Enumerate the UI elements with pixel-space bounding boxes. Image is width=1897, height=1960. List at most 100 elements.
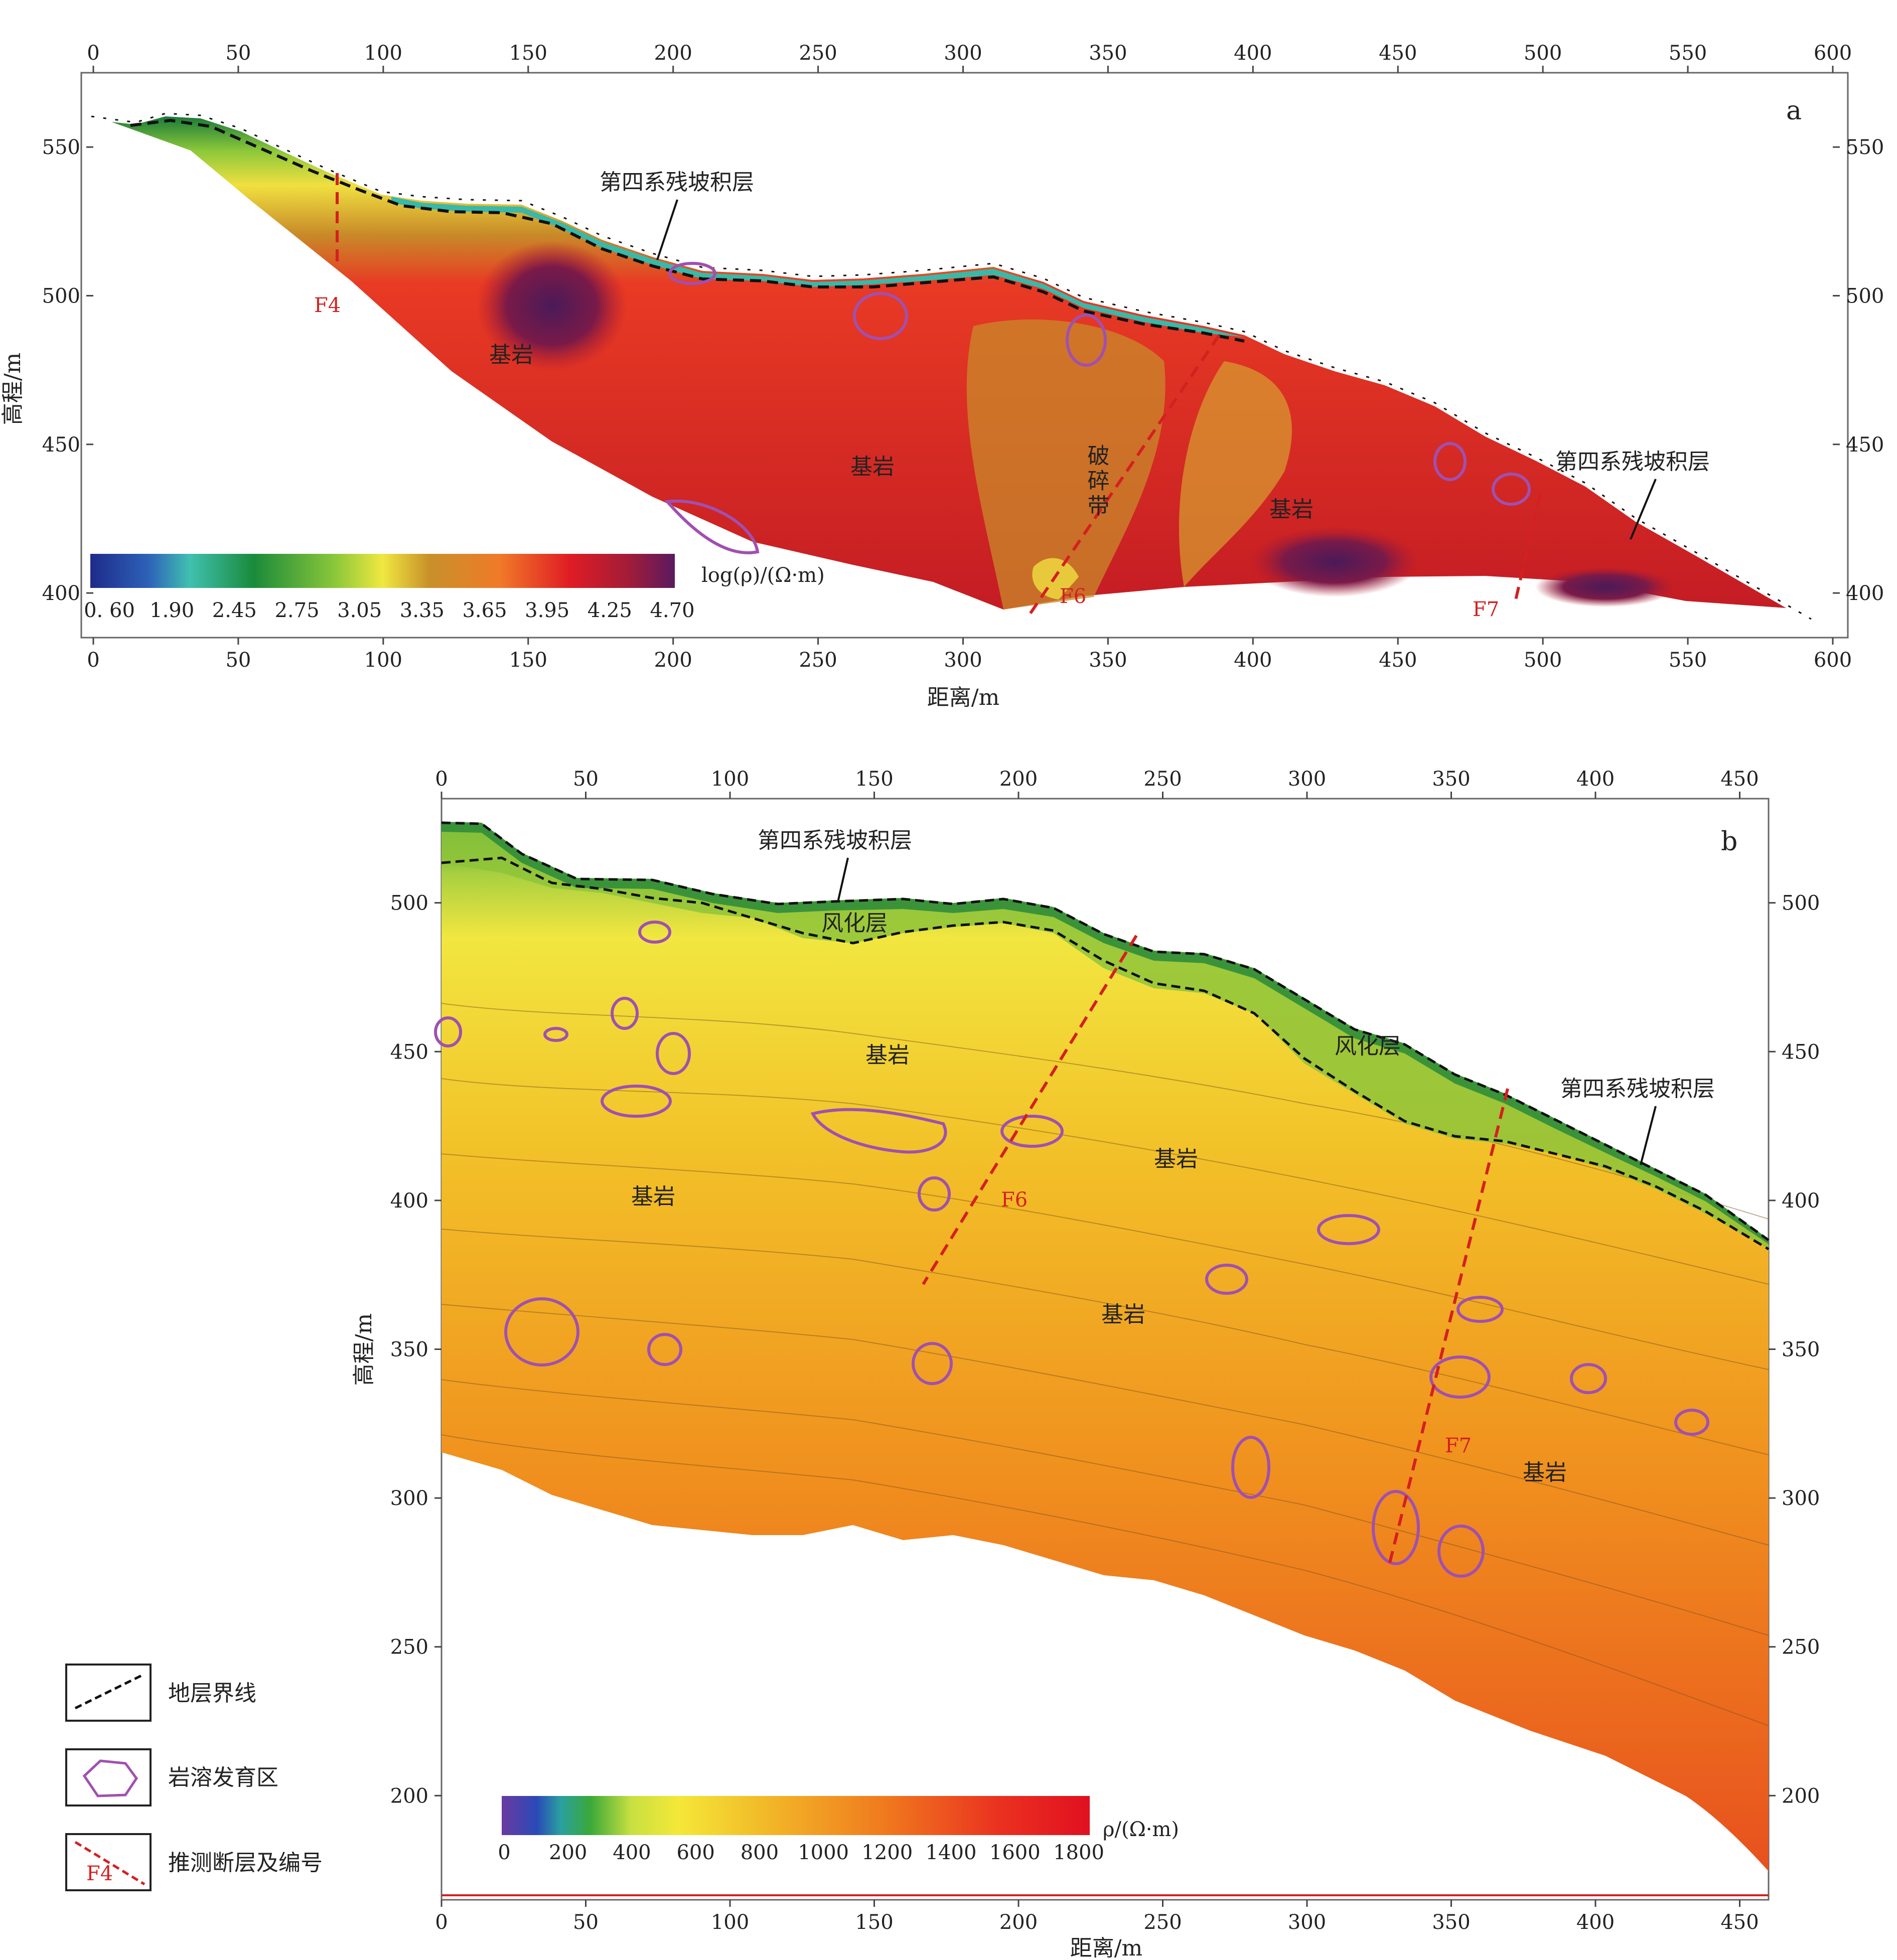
karst-zones-b: [434, 921, 1709, 1578]
x-tick-label: 100: [364, 42, 402, 65]
colorbar-tick-label: 1400: [926, 1841, 977, 1864]
x-tick-label: 450: [1379, 42, 1417, 65]
y-tick-label: 550: [1846, 136, 1884, 159]
x-tick-label: 100: [711, 768, 749, 791]
y-tick-label: 400: [42, 582, 80, 605]
label-fault-f4-a: F4: [314, 294, 341, 317]
panel-a-xlabel: 距离/m: [927, 685, 1000, 710]
karst-zone: [638, 921, 671, 944]
brown-zone-a1: [966, 319, 1165, 610]
label-bedrock-b1: 基岩: [865, 1042, 910, 1068]
x-tick-label: 300: [944, 42, 982, 65]
contour-lines-b: [441, 1003, 1769, 1726]
x-tick-label: 450: [1720, 1911, 1759, 1934]
karst-zone: [434, 1016, 462, 1047]
legend-fault-sample-label: F4: [86, 1862, 113, 1885]
x-tick-label: 0: [87, 42, 99, 65]
stratum-boundary-b-top: [441, 821, 1770, 1242]
x-tick-label: 350: [1089, 649, 1127, 672]
y-tick-label: 300: [1782, 1487, 1820, 1510]
y-tick-label: 200: [390, 1784, 428, 1807]
legend-label-karst: 岩溶发育区: [168, 1765, 278, 1790]
label-quaternary-a-top: 第四系残坡积层: [600, 170, 754, 195]
x-tick-label: 400: [1234, 42, 1272, 65]
x-tick-label: 0: [87, 649, 99, 672]
y-tick-label: 250: [1782, 1636, 1820, 1659]
karst-zone: [1372, 1490, 1420, 1565]
high-resistivity-core-a1: [477, 241, 627, 371]
colorbar-tick-label: 2.75: [274, 599, 319, 622]
karst-zone: [647, 1333, 682, 1366]
x-tick-label: 150: [855, 1911, 893, 1934]
label-weathered-b1: 风化层: [821, 911, 888, 936]
x-tick-label: 250: [799, 42, 837, 65]
y-tick-label: 450: [390, 1040, 428, 1064]
label-quaternary-b-right: 第四系残坡积层: [1560, 1076, 1715, 1102]
colorbar-tick-label: 4.25: [588, 599, 632, 622]
colorbar-b-title: ρ/(Ω·m): [1103, 1818, 1179, 1841]
x-tick-label: 50: [573, 768, 599, 791]
karst-zone: [668, 262, 716, 285]
legend-label-boundary: 地层界线: [168, 1681, 256, 1706]
colorbar-tick-label: 3.05: [337, 599, 382, 622]
x-tick-label: 500: [1524, 42, 1562, 65]
leader-quaternary-a-right: [1630, 479, 1657, 540]
y-tick-label: 500: [390, 892, 428, 915]
colorbar-tick-label: 3.95: [525, 599, 569, 622]
x-tick-label: 600: [1814, 649, 1852, 672]
colorbar-tick-label: 0: [498, 1841, 510, 1864]
y-tick-label: 550: [42, 136, 80, 159]
y-tick-label: 500: [42, 284, 80, 308]
karst-zone: [1674, 1409, 1709, 1436]
x-tick-label: 200: [654, 649, 692, 672]
topography-line-a: [91, 112, 1812, 620]
karst-zone: [912, 1342, 953, 1385]
label-fault-f7-a: F7: [1473, 598, 1499, 621]
karst-zone: [601, 1085, 672, 1118]
label-bedrock-a2: 基岩: [850, 454, 895, 480]
karst-zone: [504, 1297, 579, 1367]
label-quaternary-b-top: 第四系残坡积层: [758, 828, 912, 853]
panel-a-frame: [80, 72, 1849, 639]
karst-zone: [664, 499, 760, 554]
label-bedrock-b4: 基岩: [1101, 1302, 1145, 1327]
karst-zone: [918, 1176, 951, 1212]
colorbar-tick-label: 3.65: [462, 599, 507, 622]
label-bedrock-b3: 基岩: [1154, 1146, 1198, 1172]
high-resistivity-core-a3: [1535, 567, 1676, 607]
colorbar-tick-label: 2.45: [212, 599, 257, 622]
label-bedrock-a3: 基岩: [1269, 497, 1314, 522]
x-tick-label: 0: [435, 768, 448, 791]
label-bedrock-b5: 基岩: [1523, 1460, 1567, 1485]
y-tick-label: 500: [1782, 892, 1820, 915]
stratum-boundary-a: [130, 118, 1245, 343]
y-tick-label: 250: [390, 1636, 428, 1659]
x-tick-label: 150: [509, 42, 547, 65]
x-tick-label: 550: [1669, 649, 1707, 672]
x-tick-label: 250: [1143, 768, 1182, 791]
colorbar-a-ticks: 0. 60 1.90 2.45 2.75 3.05 3.35 3.65 3.95 4.25 4.7…: [84, 599, 694, 622]
colorbar-tick-label: 1.90: [150, 599, 194, 622]
colorbar-b: [502, 1796, 1090, 1835]
karst-zone: [1317, 1214, 1380, 1245]
x-tick-label: 400: [1576, 1911, 1615, 1934]
x-tick-label: 550: [1669, 42, 1707, 65]
x-tick-label: 600: [1814, 42, 1852, 65]
legend-karst-icon: [82, 1759, 138, 1797]
legend-boundary-icon: [74, 1674, 142, 1710]
x-tick-label: 250: [799, 649, 837, 672]
x-tick-label: 350: [1432, 768, 1470, 791]
karst-zone: [1492, 473, 1531, 506]
karst-zone: [853, 292, 908, 340]
panel-b: 第四系残坡积层 第四系残坡积层 风化层 风化层 基岩 基岩 基岩 基岩 基岩 F…: [351, 768, 1820, 1960]
colorbar-a: [90, 554, 675, 588]
karst-zone: [1433, 442, 1467, 481]
brown-zone-a2: [1179, 361, 1292, 587]
y-tick-label: 400: [390, 1189, 428, 1213]
colorbar-tick-label: 3.35: [400, 599, 445, 622]
label-fault-f6-b: F6: [1001, 1188, 1028, 1212]
colorbar-tick-label: 1200: [861, 1841, 913, 1864]
x-tick-label: 400: [1576, 768, 1615, 791]
karst-zones-a: [664, 262, 1531, 554]
colorbar-tick-label: 200: [549, 1841, 587, 1864]
